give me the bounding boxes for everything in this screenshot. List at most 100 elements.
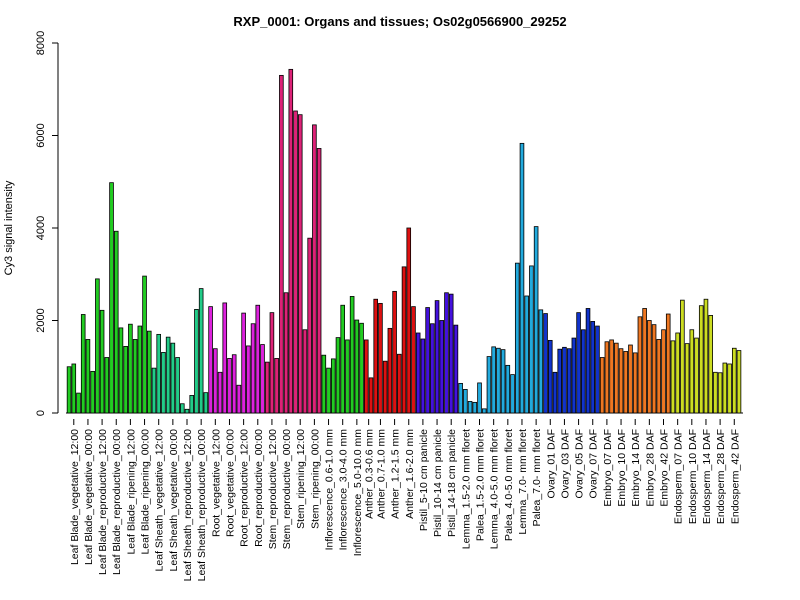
x-category-label: Root_vegetative_00:00 bbox=[224, 429, 236, 537]
bar bbox=[80, 314, 86, 414]
x-category-label: Pistil_10-14 cm panicle bbox=[432, 429, 444, 537]
bar bbox=[628, 344, 633, 414]
x-category-label: Anther_0.7-1.0 mm bbox=[375, 429, 387, 519]
bar bbox=[637, 316, 643, 414]
y-tick-label: 4000 bbox=[35, 216, 47, 240]
bar bbox=[632, 352, 638, 414]
bar bbox=[307, 237, 312, 414]
bar bbox=[543, 313, 548, 414]
bar bbox=[118, 327, 124, 414]
bar bbox=[576, 312, 581, 414]
bar bbox=[562, 346, 567, 414]
bar bbox=[316, 148, 322, 414]
bar bbox=[453, 324, 459, 414]
bar bbox=[717, 372, 723, 414]
bar bbox=[647, 320, 652, 414]
bar bbox=[170, 342, 176, 414]
x-category-label: Inflorescence_5.0-10.0 mm bbox=[352, 429, 364, 556]
x-category-label: Anther_1.6-2.0 mm bbox=[404, 429, 416, 519]
bar bbox=[510, 374, 515, 414]
x-category-label: Endosperm_07 DAF bbox=[673, 429, 685, 524]
bar bbox=[425, 307, 430, 414]
bar bbox=[260, 344, 265, 414]
bar bbox=[675, 332, 680, 414]
x-category-label: Root_vegetative_12:00 bbox=[210, 429, 222, 537]
bar bbox=[255, 304, 261, 414]
bar bbox=[623, 351, 629, 414]
x-category-label: Endosperm_42 DAF bbox=[729, 429, 741, 524]
bar bbox=[552, 371, 558, 414]
bar bbox=[547, 339, 553, 414]
bar bbox=[208, 306, 213, 414]
bar bbox=[581, 329, 586, 414]
bar bbox=[590, 321, 596, 414]
bar bbox=[500, 349, 506, 414]
bar bbox=[123, 345, 128, 414]
x-category-label: Endosperm_14 DAF bbox=[701, 429, 713, 524]
bar bbox=[694, 337, 699, 414]
bar bbox=[312, 124, 317, 414]
bar bbox=[359, 322, 364, 414]
bar bbox=[434, 300, 440, 414]
bar bbox=[680, 299, 685, 414]
bar bbox=[297, 114, 303, 414]
x-category-label: Stem_ripening_00:00 bbox=[309, 429, 321, 529]
bar bbox=[321, 354, 327, 414]
bar bbox=[137, 325, 143, 414]
bar bbox=[76, 392, 81, 414]
bar bbox=[330, 358, 336, 414]
bar bbox=[609, 339, 614, 414]
bar bbox=[439, 320, 445, 414]
bar bbox=[104, 357, 110, 414]
y-tick-label: 0 bbox=[35, 410, 47, 416]
bar bbox=[146, 330, 152, 414]
bar bbox=[397, 353, 402, 414]
x-category-label: Ovary_03 DAF bbox=[559, 429, 571, 498]
bar bbox=[283, 292, 289, 414]
bar bbox=[387, 327, 393, 414]
bar bbox=[491, 346, 496, 414]
bar bbox=[222, 302, 228, 414]
x-category-label: Leaf Sheath_reproductive_12:00 bbox=[182, 429, 194, 582]
bar bbox=[463, 389, 468, 414]
bar bbox=[165, 336, 171, 414]
bar bbox=[713, 371, 718, 414]
bar bbox=[401, 266, 407, 414]
x-category-label: Root_reproductive_12:00 bbox=[239, 429, 251, 547]
bar bbox=[514, 262, 520, 414]
bar bbox=[274, 358, 279, 414]
bar bbox=[203, 392, 209, 414]
bar bbox=[345, 339, 350, 414]
bar bbox=[109, 182, 114, 414]
x-category-label: Leaf Blade_vegetative_12:00 bbox=[69, 429, 81, 565]
bar bbox=[533, 226, 539, 414]
bar bbox=[477, 382, 482, 414]
y-axis-label: Cy3 signal intensity bbox=[3, 180, 15, 275]
y-axis: 0 2000 4000 6000 8000 bbox=[35, 31, 59, 416]
bar bbox=[132, 339, 138, 414]
x-category-label: Leaf Sheath_reproductive_00:00 bbox=[196, 429, 208, 582]
bar bbox=[731, 347, 737, 414]
x-category-label: Lemma_1.5-2.0 mm floret bbox=[460, 429, 472, 549]
x-category-label: Embryo_10 DAF bbox=[616, 429, 628, 507]
bar bbox=[689, 329, 695, 414]
x-category-label: Inflorescence_0.6-1.0 mm bbox=[324, 429, 336, 551]
bar bbox=[420, 338, 426, 414]
bar bbox=[85, 339, 91, 414]
bar bbox=[566, 348, 572, 414]
bar bbox=[665, 313, 671, 414]
bar bbox=[496, 347, 501, 414]
bar bbox=[184, 408, 190, 414]
x-category-label: Lemma_4.0-5.0 mm floret bbox=[489, 429, 501, 549]
bar bbox=[161, 352, 166, 414]
bar bbox=[505, 364, 511, 414]
bar bbox=[599, 357, 605, 414]
bar bbox=[373, 298, 378, 414]
x-category-label: Embryo_28 DAF bbox=[644, 429, 656, 507]
bar bbox=[444, 292, 449, 414]
bar bbox=[354, 319, 360, 414]
bar bbox=[585, 308, 591, 414]
bar bbox=[246, 345, 251, 414]
bar bbox=[236, 384, 242, 414]
